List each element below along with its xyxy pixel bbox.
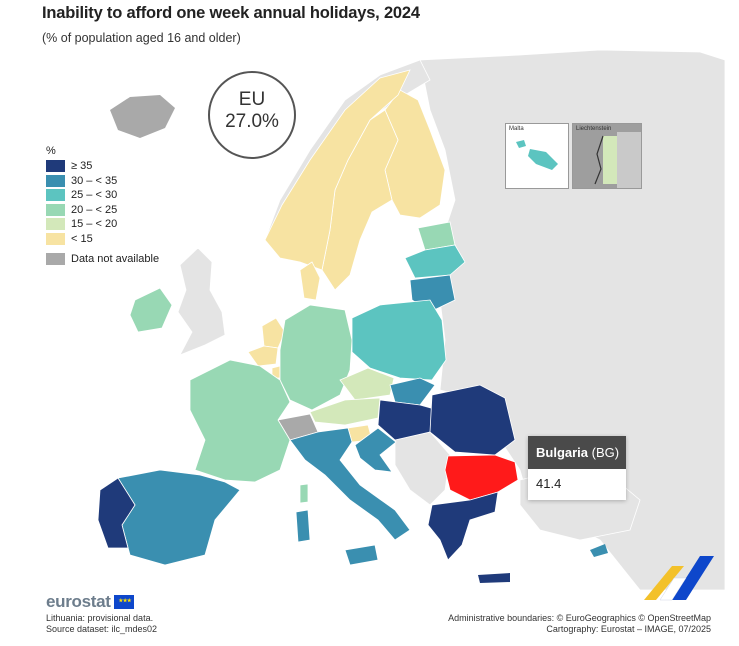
eurostat-logo: eurostat ★★★: [46, 592, 134, 612]
country-ireland[interactable]: [129, 287, 173, 333]
country-greece[interactable]: [427, 491, 499, 561]
tooltip-code: (BG): [591, 445, 620, 460]
country-slovakia[interactable]: [389, 377, 436, 406]
iceland: [110, 95, 175, 138]
legend-swatch: [46, 174, 65, 187]
legend-item: 30 – < 35: [46, 174, 159, 189]
inset-liechtenstein: Liechtenstein: [572, 123, 642, 189]
legend-item-na: Data not available: [46, 252, 159, 267]
eu-label: EU: [238, 89, 266, 110]
legend-swatch: [46, 218, 65, 231]
country-france[interactable]: [189, 359, 291, 483]
legend-item: 15 – < 20: [46, 217, 159, 232]
map-title: Inability to afford one week annual holi…: [42, 4, 420, 22]
inset-malta: Malta: [505, 123, 569, 189]
boundaries-credit: Administrative boundaries: © EuroGeograp…: [448, 613, 711, 623]
footnote: Lithuania: provisional data.: [46, 613, 154, 623]
legend-swatch: [46, 160, 65, 173]
country-cyprus[interactable]: [590, 544, 608, 557]
legend-label: 15 – < 20: [71, 218, 118, 231]
eu-average-badge: EU 27.0%: [208, 71, 296, 159]
legend-label: 30 – < 35: [71, 174, 118, 187]
legend-label: < 15: [71, 232, 93, 245]
legend-item: ≥ 35: [46, 159, 159, 174]
country-belgium[interactable]: [247, 345, 279, 367]
map-subtitle: (% of population aged 16 and older): [42, 31, 241, 45]
legend-item: < 15: [46, 232, 159, 247]
balkans-non-eu: [394, 431, 451, 506]
legend-swatch: [46, 203, 65, 216]
tooltip-header: Bulgaria (BG): [528, 436, 626, 469]
footer-notes: Lithuania: provisional data. Source data…: [46, 613, 157, 635]
country-sicily: [344, 544, 379, 566]
cartography-credit: Cartography: Eurostat – IMAGE, 07/2025: [546, 624, 711, 634]
legend-swatch: [46, 189, 65, 202]
eu-value: 27.0%: [225, 111, 279, 132]
inset-malta-label: Malta: [509, 126, 524, 132]
country-corsica: [299, 483, 309, 504]
country-poland[interactable]: [351, 299, 447, 381]
country-italy[interactable]: [289, 427, 411, 541]
inset-liechtenstein-label: Liechtenstein: [576, 126, 612, 132]
country-latvia[interactable]: [404, 244, 466, 279]
footer-credits: Administrative boundaries: © EuroGeograp…: [448, 613, 711, 635]
country-crete: [478, 573, 510, 583]
legend-swatch: [46, 232, 65, 245]
legend-item: 20 – < 25: [46, 203, 159, 218]
legend: % ≥ 35 30 – < 35 25 – < 30 20 – < 25 15 …: [46, 145, 159, 267]
liechtenstein-shape: [594, 132, 641, 188]
eurostat-corner-logo: [644, 556, 714, 601]
eurostat-wordmark: eurostat: [46, 592, 111, 611]
source-dataset: Source dataset: ilc_mdes02: [46, 624, 158, 634]
legend-label: 20 – < 25: [71, 203, 118, 216]
malta-shape: [516, 140, 558, 170]
country-germany[interactable]: [279, 304, 353, 411]
tooltip-value: 41.4: [536, 476, 562, 491]
legend-label: 25 – < 30: [71, 189, 118, 202]
eu-flag-icon: ★★★: [113, 595, 134, 609]
legend-unit: %: [46, 145, 56, 157]
tooltip-country: Bulgaria: [536, 445, 589, 460]
country-romania[interactable]: [429, 384, 516, 456]
legend-item: 25 – < 30: [46, 188, 159, 203]
legend-swatch: [46, 253, 65, 266]
legend-label: Data not available: [71, 253, 160, 266]
country-sardinia: [295, 509, 311, 543]
uk: [177, 247, 226, 356]
country-denmark[interactable]: [299, 261, 321, 301]
country-portugal[interactable]: [97, 477, 136, 549]
country-tooltip: Bulgaria (BG) 41.4: [528, 436, 626, 500]
country-croatia[interactable]: [354, 427, 397, 473]
country-austria[interactable]: [309, 397, 381, 426]
legend-label: ≥ 35: [71, 160, 93, 173]
